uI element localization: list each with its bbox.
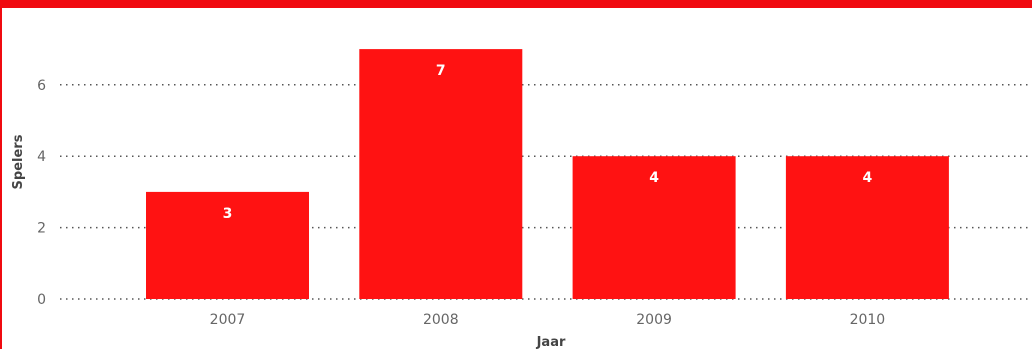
y-tick-label: 0 bbox=[37, 292, 46, 308]
bars bbox=[146, 49, 949, 299]
x-axis-ticks: 2007 2008 2009 2010 bbox=[210, 312, 886, 328]
x-tick-label-2009: 2009 bbox=[636, 312, 672, 328]
x-tick-label-2008: 2008 bbox=[423, 312, 459, 328]
data-label-2009: 4 bbox=[649, 170, 659, 186]
bar-2010[interactable] bbox=[785, 156, 949, 299]
bar-2008[interactable] bbox=[359, 49, 523, 299]
data-labels: 3 7 4 4 bbox=[223, 63, 873, 222]
data-label-2008: 7 bbox=[436, 63, 446, 79]
y-axis-ticks: 0 2 4 6 bbox=[37, 78, 46, 308]
y-tick-label: 6 bbox=[37, 78, 46, 94]
y-tick-label: 2 bbox=[37, 221, 46, 237]
x-tick-label-2010: 2010 bbox=[850, 312, 886, 328]
bar-2007[interactable] bbox=[146, 191, 309, 299]
x-axis-title: Jaar bbox=[536, 335, 566, 349]
data-label-2010: 4 bbox=[863, 170, 873, 186]
data-label-2007: 3 bbox=[223, 206, 233, 222]
title-bar bbox=[0, 0, 1032, 8]
x-tick-label-2007: 2007 bbox=[210, 312, 246, 328]
y-axis-title: Spelers bbox=[11, 134, 26, 189]
bar-2009[interactable] bbox=[572, 156, 736, 299]
y-tick-label: 4 bbox=[37, 149, 46, 165]
